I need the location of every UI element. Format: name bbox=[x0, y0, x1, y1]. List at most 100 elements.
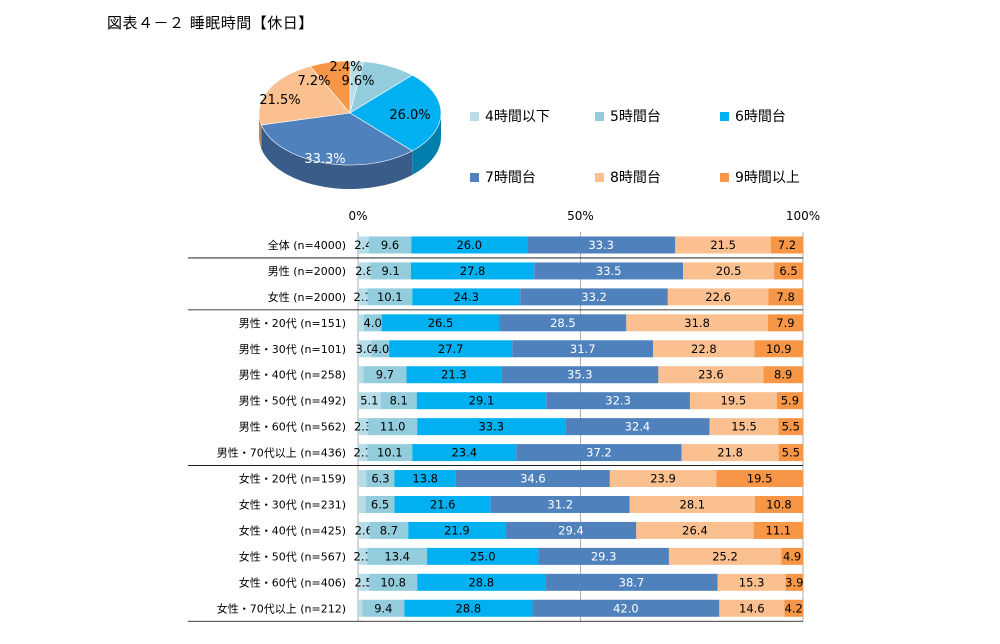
bar-value-label: 9.1 bbox=[381, 264, 399, 278]
bar-value-label: 4.0 bbox=[371, 342, 389, 356]
bar-value-label: 23.6 bbox=[698, 368, 724, 382]
row-label: 男性 (n=2000) bbox=[268, 264, 346, 278]
bar-value-label: 32.3 bbox=[605, 394, 631, 408]
bar-value-label: 28.8 bbox=[468, 575, 494, 589]
bar-segment bbox=[490, 495, 630, 513]
bar-segment bbox=[381, 314, 500, 332]
bar-segment bbox=[404, 599, 533, 617]
chart-title: 図表４－２ 睡眠時間【休日】 bbox=[107, 14, 314, 32]
pie-label-3: 33.3% bbox=[304, 152, 345, 167]
bar-segment bbox=[499, 314, 627, 332]
bar-segment bbox=[784, 599, 803, 617]
bar-segment bbox=[776, 392, 803, 410]
bar-value-label: 11.1 bbox=[766, 523, 792, 537]
bar-value-label: 20.5 bbox=[716, 264, 742, 278]
bar-value-label: 34.6 bbox=[520, 472, 546, 486]
bar-value-label: 4.2 bbox=[785, 601, 803, 615]
bar-value-label: 31.7 bbox=[570, 342, 596, 356]
bar-segment bbox=[394, 470, 456, 488]
bar-value-label: 31.8 bbox=[684, 316, 710, 330]
row-label: 女性・50代 (n=567) bbox=[239, 549, 346, 563]
bar-value-label: 9.7 bbox=[376, 368, 394, 382]
bar-segment bbox=[774, 262, 803, 280]
bar-segment bbox=[689, 392, 777, 410]
bar-segment bbox=[416, 392, 547, 410]
bar-value-label: 6.3 bbox=[371, 472, 389, 486]
row-label: 女性・30代 (n=231) bbox=[239, 497, 346, 511]
legend-item-0: 4時間以下 bbox=[470, 106, 550, 126]
legend-swatch bbox=[595, 172, 604, 182]
bar-segment bbox=[358, 392, 381, 410]
bar-value-label: 10.9 bbox=[766, 342, 792, 356]
bar-value-label: 8.9 bbox=[774, 368, 792, 382]
bar-value-label: 32.4 bbox=[625, 420, 651, 434]
bar-value-label: 19.5 bbox=[747, 472, 773, 486]
bar-segment bbox=[380, 392, 417, 410]
bar-segment bbox=[358, 521, 370, 539]
bar-value-label: 27.8 bbox=[460, 264, 486, 278]
bar-segment bbox=[681, 444, 779, 462]
pie-chart: 2.4% 9.6% 26.0% 33.3% 21.5% 7.2% bbox=[240, 55, 460, 195]
bar-value-label: 21.5 bbox=[710, 238, 736, 252]
bar-segment bbox=[367, 444, 413, 462]
legend-swatch bbox=[470, 172, 479, 182]
bar-value-label: 4.9 bbox=[783, 549, 801, 563]
bar-segment bbox=[767, 314, 803, 332]
legend-swatch bbox=[720, 111, 729, 121]
bar-segment bbox=[367, 547, 428, 565]
bar-segment bbox=[417, 418, 566, 436]
bar-value-label: 2.1 bbox=[354, 446, 372, 460]
bar-segment bbox=[417, 573, 546, 591]
bar-value-label: 15.3 bbox=[739, 575, 765, 589]
pie-side-3 bbox=[261, 124, 413, 189]
bar-segment bbox=[753, 521, 803, 539]
row-label: 男性・50代 (n=492) bbox=[239, 394, 346, 408]
legend-label: 5時間台 bbox=[610, 109, 661, 125]
pie-label-5: 7.2% bbox=[297, 74, 330, 89]
bar-segment bbox=[505, 521, 637, 539]
bar-value-label: 22.8 bbox=[691, 342, 717, 356]
legend-item-5: 9時間以上 bbox=[720, 167, 800, 187]
bar-segment bbox=[367, 288, 413, 306]
pie-label-2: 26.0% bbox=[389, 108, 430, 123]
bar-segment bbox=[358, 599, 363, 617]
x-tick-label: 0% bbox=[348, 209, 367, 223]
legend-swatch bbox=[720, 172, 729, 182]
bar-value-label: 7.2 bbox=[778, 238, 796, 252]
bar-segment bbox=[717, 573, 786, 591]
bar-segment bbox=[455, 470, 610, 488]
bar-value-label: 14.6 bbox=[739, 601, 765, 615]
bar-value-label: 5.9 bbox=[781, 394, 799, 408]
bar-segment bbox=[358, 418, 369, 436]
bar-value-label: 29.1 bbox=[469, 394, 495, 408]
pie-side-4 bbox=[259, 113, 262, 149]
bar-segment bbox=[716, 470, 803, 488]
legend-swatch bbox=[595, 111, 604, 121]
bar-value-label: 2.1 bbox=[354, 290, 372, 304]
bar-value-label: 2.1 bbox=[354, 549, 372, 563]
bar-segment bbox=[366, 470, 395, 488]
bar-segment bbox=[358, 340, 372, 358]
bar-value-label: 42.0 bbox=[613, 601, 639, 615]
bar-segment bbox=[427, 547, 539, 565]
bar-value-label: 28.5 bbox=[550, 316, 576, 330]
bar-segment bbox=[412, 288, 521, 306]
row-label: 男性・40代 (n=258) bbox=[239, 368, 346, 382]
bar-value-label: 5.5 bbox=[782, 420, 800, 434]
bar-value-label: 26.0 bbox=[456, 238, 482, 252]
bar-segment bbox=[667, 288, 769, 306]
bar-segment bbox=[609, 470, 717, 488]
bar-segment bbox=[781, 547, 803, 565]
bar-value-label: 2.6 bbox=[355, 523, 373, 537]
x-tick-label: 100% bbox=[786, 209, 820, 223]
bar-value-label: 13.8 bbox=[412, 472, 438, 486]
bar-value-label: 21.3 bbox=[441, 368, 467, 382]
bar-value-label: 23.4 bbox=[451, 446, 477, 460]
pie-label-1: 9.6% bbox=[341, 74, 374, 89]
bar-value-label: 7.9 bbox=[776, 316, 794, 330]
bar-segment bbox=[358, 236, 369, 254]
bar-value-label: 33.3 bbox=[588, 238, 614, 252]
bar-value-label: 2.4 bbox=[354, 238, 372, 252]
legend-item-1: 5時間台 bbox=[595, 106, 661, 126]
legend-label: 7時間台 bbox=[485, 170, 536, 186]
